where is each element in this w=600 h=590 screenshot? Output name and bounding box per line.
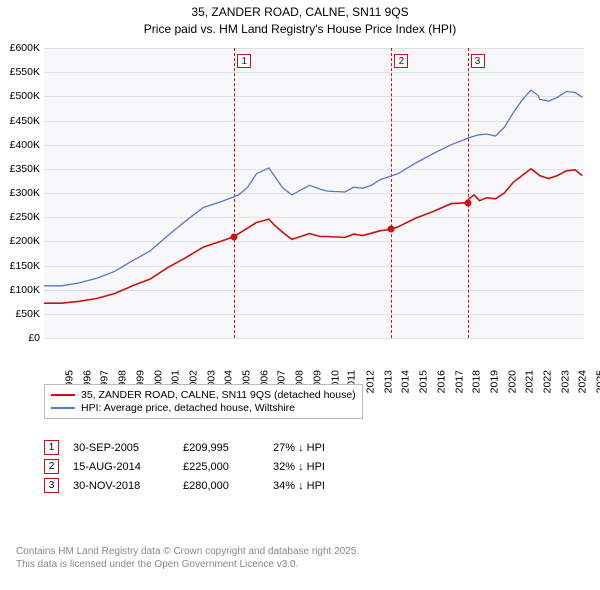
legend-entry: 35, ZANDER ROAD, CALNE, SN11 9QS (detach…: [51, 389, 356, 401]
event-row: 2 15-AUG-2014£225,00032% ↓ HPI: [44, 459, 373, 474]
y-tick-label: £250K: [10, 211, 40, 223]
x-tick-label: 2012: [364, 370, 376, 393]
y-tick-label: £450K: [10, 115, 40, 127]
footer-line-1: Contains HM Land Registry data © Crown c…: [16, 545, 590, 558]
y-axis: £0£50K£100K£150K£200K£250K£300K£350K£400…: [0, 48, 40, 338]
legend-entry: HPI: Average price, detached house, Wilt…: [51, 402, 356, 414]
x-tick-label: 2019: [488, 370, 500, 393]
x-tick-label: 2017: [453, 370, 465, 393]
y-tick-label: £50K: [15, 308, 40, 320]
plot-area: [44, 48, 584, 338]
title-line-2: Price paid vs. HM Land Registry's House …: [0, 21, 600, 38]
event-marker-label: 1: [237, 54, 251, 68]
y-tick-label: £550K: [10, 66, 40, 78]
x-tick-label: 2020: [506, 370, 518, 393]
chart-title: 35, ZANDER ROAD, CALNE, SN11 9QS Price p…: [0, 0, 600, 38]
events-table: 1 30-SEP-2005£209,99527% ↓ HPI 2 15-AUG-201…: [44, 436, 373, 497]
legend-swatch: [51, 394, 75, 396]
footer-line-2: This data is licensed under the Open Gov…: [16, 558, 590, 571]
y-tick-label: £600K: [10, 42, 40, 54]
x-tick-label: 2022: [541, 370, 553, 393]
event-date: 30-SEP-2005: [73, 442, 183, 454]
event-marker-label: 3: [471, 54, 485, 68]
event-badge: 3: [44, 478, 59, 493]
x-axis: 1995199619971998199920002001200220032004…: [44, 340, 584, 380]
event-date: 15-AUG-2014: [73, 461, 183, 473]
series-price_paid: [44, 169, 582, 303]
x-tick-label: 2016: [435, 370, 447, 393]
x-tick-label: 2018: [471, 370, 483, 393]
y-tick-label: £0: [28, 332, 40, 344]
event-marker: [388, 226, 395, 233]
y-tick-label: £150K: [10, 260, 40, 272]
gridline-horizontal: [44, 338, 584, 339]
event-delta: 32% ↓ HPI: [273, 461, 373, 473]
event-price: £280,000: [183, 480, 273, 492]
event-delta: 34% ↓ HPI: [273, 480, 373, 492]
y-tick-label: £100K: [10, 284, 40, 296]
event-price: £225,000: [183, 461, 273, 473]
event-badge: 2: [44, 459, 59, 474]
legend: 35, ZANDER ROAD, CALNE, SN11 9QS (detach…: [44, 384, 363, 419]
x-tick-label: 2015: [417, 370, 429, 393]
y-tick-label: £400K: [10, 139, 40, 151]
chart-lines: [44, 48, 584, 338]
y-tick-label: £500K: [10, 90, 40, 102]
event-marker: [231, 233, 238, 240]
event-marker: [464, 199, 471, 206]
event-marker-label: 2: [394, 54, 408, 68]
x-tick-label: 2024: [577, 370, 589, 393]
event-price: £209,995: [183, 442, 273, 454]
y-tick-label: £350K: [10, 163, 40, 175]
legend-label: HPI: Average price, detached house, Wilt…: [81, 402, 295, 414]
event-row: 1 30-SEP-2005£209,99527% ↓ HPI: [44, 440, 373, 455]
legend-swatch: [51, 407, 75, 409]
event-date: 30-NOV-2018: [73, 480, 183, 492]
event-delta: 27% ↓ HPI: [273, 442, 373, 454]
event-badge: 1: [44, 440, 59, 455]
title-line-1: 35, ZANDER ROAD, CALNE, SN11 9QS: [0, 4, 600, 21]
x-tick-label: 2014: [400, 370, 412, 393]
event-row: 3 30-NOV-2018£280,00034% ↓ HPI: [44, 478, 373, 493]
y-tick-label: £300K: [10, 187, 40, 199]
x-tick-label: 2013: [382, 370, 394, 393]
footer-attribution: Contains HM Land Registry data © Crown c…: [16, 545, 590, 571]
x-tick-label: 2025: [595, 370, 600, 393]
series-hpi: [44, 90, 582, 286]
y-tick-label: £200K: [10, 235, 40, 247]
x-tick-label: 2021: [524, 370, 536, 393]
x-tick-label: 2023: [559, 370, 571, 393]
legend-label: 35, ZANDER ROAD, CALNE, SN11 9QS (detach…: [81, 389, 356, 401]
